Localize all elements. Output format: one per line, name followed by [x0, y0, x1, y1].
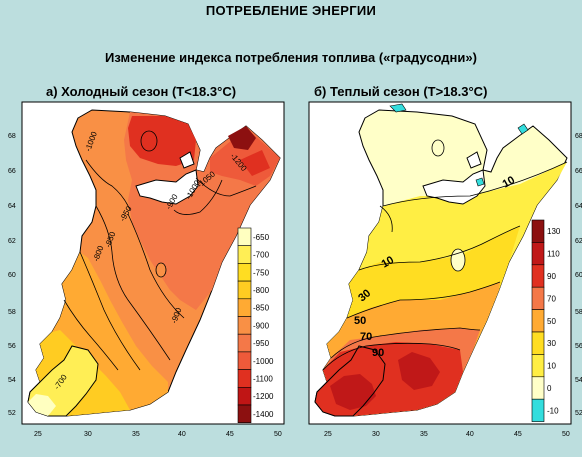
legend-label: 110 [547, 250, 560, 259]
svg-text:35: 35 [420, 431, 428, 438]
legend-swatch [237, 351, 252, 370]
svg-text:25: 25 [34, 431, 42, 438]
legend-swatch [237, 280, 252, 300]
warm-contour-label: 90 [372, 347, 384, 359]
legend-label: -700 [253, 251, 270, 260]
svg-text:45: 45 [514, 431, 522, 438]
svg-text:50: 50 [562, 431, 570, 438]
svg-text:25: 25 [324, 431, 332, 438]
legend-label: -900 [253, 321, 270, 330]
legend-label: -1100 [253, 374, 273, 383]
legend-swatch [237, 386, 252, 406]
legend-label: 70 [547, 294, 556, 303]
svg-text:35: 35 [132, 431, 140, 438]
cold-territory [27, 109, 281, 417]
legend-swatch [237, 245, 252, 264]
legend-label: -10 [547, 406, 559, 415]
svg-text:50: 50 [274, 431, 282, 438]
legend-swatch [237, 227, 252, 247]
legend-label: 0 [547, 384, 552, 393]
legend-swatch [237, 298, 252, 317]
warm-x-axis: 25 30 35 40 45 50 [324, 431, 570, 438]
legend-label: -800 [253, 286, 270, 295]
svg-text:68: 68 [8, 133, 16, 140]
svg-text:30: 30 [84, 431, 92, 438]
svg-text:54: 54 [575, 377, 582, 384]
legend-label: -750 [253, 268, 270, 277]
legend-swatch [531, 398, 545, 422]
legend-swatch [237, 263, 252, 282]
svg-text:30: 30 [372, 431, 380, 438]
legend-label: -1400 [253, 410, 274, 419]
svg-text:60: 60 [8, 272, 16, 279]
warm-contours [322, 161, 568, 371]
warm-contour-label: 70 [360, 331, 372, 343]
legend-label: 10 [547, 362, 556, 371]
legend-swatch [531, 286, 545, 310]
cold-contours [63, 159, 257, 371]
legend-swatch [237, 404, 252, 424]
cold-y-axis: 52 54 56 58 60 62 64 66 68 [8, 133, 16, 417]
legend-swatch [531, 331, 545, 355]
legend-label: -1200 [253, 392, 274, 401]
legend-swatch [237, 369, 252, 388]
svg-text:60: 60 [575, 272, 582, 279]
legend-swatch [531, 264, 545, 288]
svg-text:66: 66 [8, 168, 16, 175]
svg-text:64: 64 [575, 203, 582, 210]
svg-text:64: 64 [8, 203, 16, 210]
warm-contour-label: 10 [501, 174, 518, 191]
svg-text:56: 56 [8, 343, 16, 350]
legend-swatch [531, 309, 545, 333]
svg-text:40: 40 [178, 431, 186, 438]
svg-text:58: 58 [8, 309, 16, 316]
warm-y-axis: 52 54 56 58 60 62 64 66 68 [575, 133, 582, 417]
svg-text:62: 62 [8, 238, 16, 245]
warm-contour-label: 50 [354, 315, 366, 327]
svg-text:68: 68 [575, 133, 582, 140]
legend-label: -650 [253, 233, 270, 242]
legend-swatch [531, 242, 545, 266]
legend-label: -850 [253, 304, 270, 313]
page-title: ПОТРЕБЛЕНИЕ ЭНЕРГИИ [205, 3, 377, 18]
legend-label: 30 [547, 339, 556, 348]
legend-warm: 130 110 90 70 50 30 10 0 -10 [531, 219, 561, 422]
page-subtitle: Изменение индекса потребления топлива («… [105, 50, 477, 65]
svg-text:56: 56 [575, 343, 582, 350]
warm-territory [314, 103, 568, 417]
legend-swatch [531, 354, 545, 378]
legend-label: -1000 [253, 357, 274, 366]
legend-swatch [531, 376, 545, 400]
legend-label: 90 [547, 272, 556, 281]
cold-x-axis: 25 30 35 40 45 50 [34, 431, 282, 438]
legend-cold: -650 -700 -750 -800 -850 -900 -950 -1000 -1100 -1… [237, 227, 274, 424]
svg-text:40: 40 [466, 431, 474, 438]
panel-title-cold: а) Холодный сезон (T<18.3°C) [46, 84, 237, 99]
svg-text:52: 52 [8, 410, 16, 417]
map-panel-warm: 10 10 30 50 70 90 52 54 56 58 60 62 64 6… [308, 101, 582, 438]
svg-text:62: 62 [575, 238, 582, 245]
panel-title-warm: б) Теплый сезон (T>18.3°C) [314, 84, 488, 99]
legend-label: 130 [547, 227, 561, 236]
svg-text:66: 66 [575, 168, 582, 175]
map-panel-cold: -1000 -950 -850 -800 -900 -900 -1000 -10… [8, 101, 285, 438]
svg-text:45: 45 [226, 431, 234, 438]
svg-text:58: 58 [575, 309, 582, 316]
legend-label: -950 [253, 339, 270, 348]
warm-contour-label: 10 [380, 254, 397, 271]
legend-swatch [531, 219, 545, 243]
svg-text:52: 52 [575, 410, 582, 417]
legend-swatch [237, 333, 252, 353]
svg-text:54: 54 [8, 377, 16, 384]
legend-swatch [237, 316, 252, 335]
legend-label: 50 [547, 317, 556, 326]
